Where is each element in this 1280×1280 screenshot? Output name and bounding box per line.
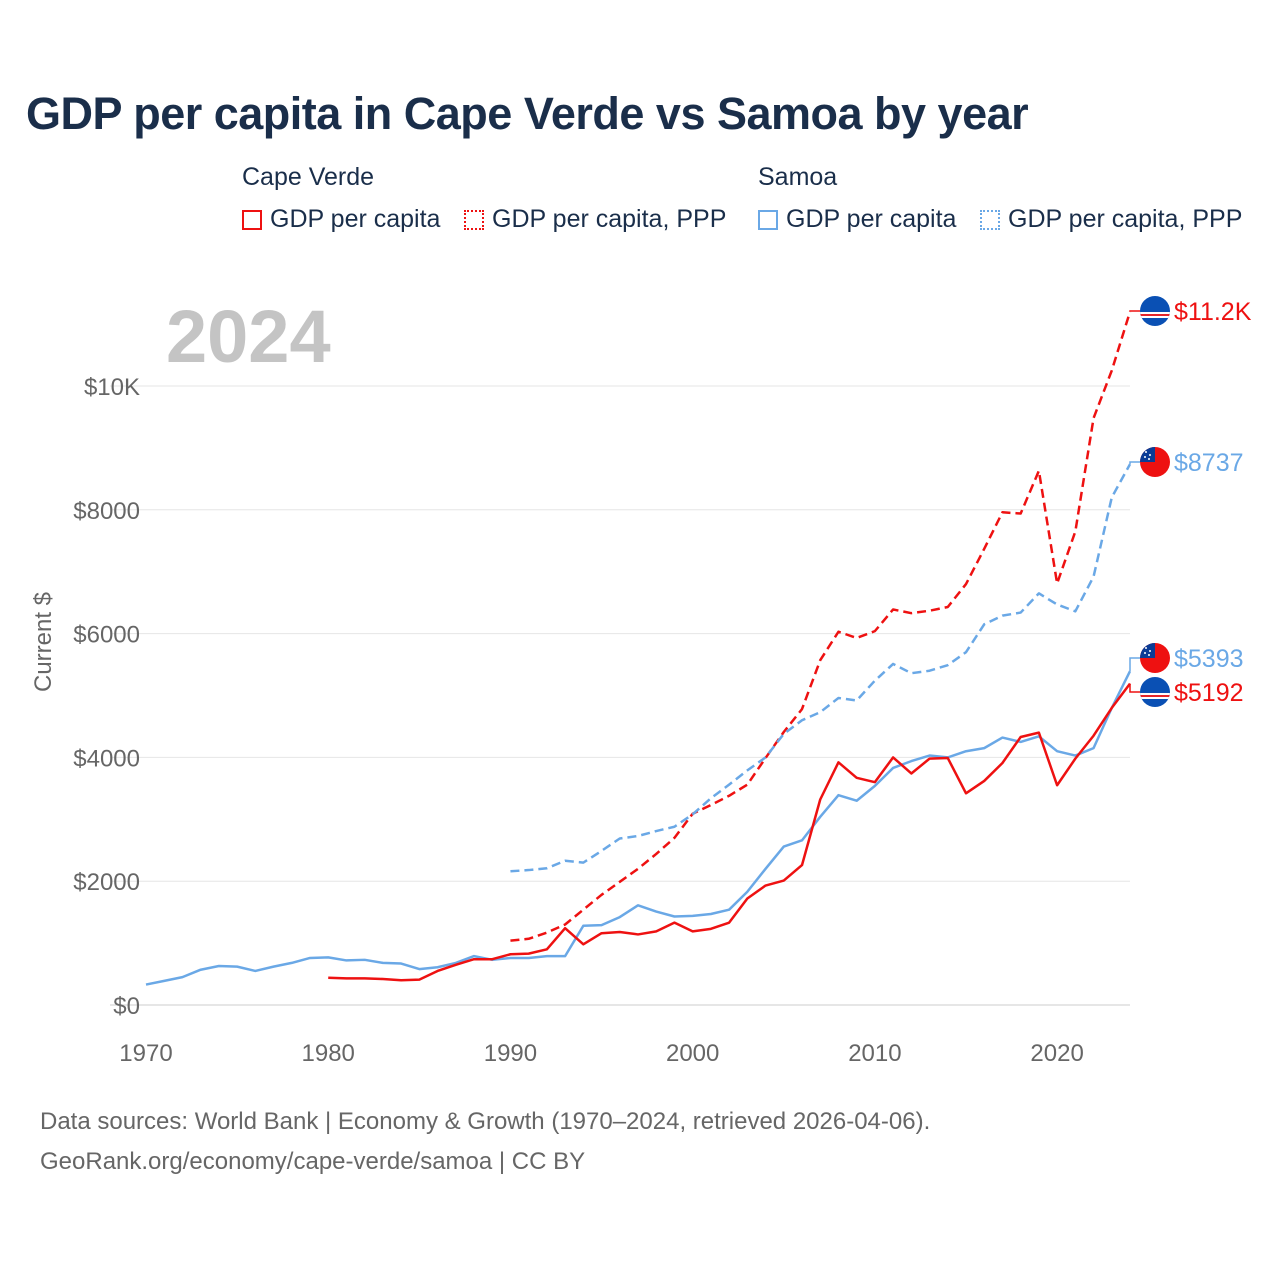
legend-cv-gdp[interactable]: GDP per capita	[242, 205, 440, 234]
flag-stripe	[1140, 314, 1170, 316]
flag-body	[1140, 447, 1170, 477]
flag-stripe	[1140, 695, 1170, 697]
flag-body	[1140, 296, 1170, 326]
y-tick-label: $8000	[73, 498, 140, 525]
series-line-cape-verde-gdp-per-capita	[328, 682, 1131, 982]
flag-star	[1144, 456, 1146, 458]
samoa-flag-icon	[1140, 643, 1170, 673]
legend-label: GDP per capita, PPP	[1008, 205, 1243, 233]
flag-star	[1145, 647, 1147, 649]
samoa-flag-icon	[1140, 447, 1170, 477]
legend-label: GDP per capita, PPP	[492, 205, 727, 233]
end-value-label: $5192	[1174, 679, 1244, 707]
legend-ws-ppp[interactable]: GDP per capita, PPP	[980, 205, 1242, 234]
legend-group-samoa: Samoa	[758, 163, 838, 191]
flag-star	[1144, 652, 1146, 654]
flag-body	[1140, 643, 1170, 673]
x-tick-label: 1980	[302, 1040, 355, 1067]
x-tick-label: 1990	[484, 1040, 537, 1067]
x-tick-label: 2000	[666, 1040, 719, 1067]
year-watermark: 2024	[166, 295, 331, 378]
cape-verde-flag-icon	[1140, 677, 1170, 707]
y-tick-label: $4000	[73, 745, 140, 772]
legend-ws-gdp[interactable]: GDP per capita	[758, 205, 956, 234]
label-connector	[1129, 461, 1140, 465]
cape-verde-flag-icon	[1140, 296, 1170, 326]
end-value-label: $11.2K	[1174, 298, 1252, 326]
footer-link[interactable]: GeoRank.org/economy/cape-verde/samoa | C…	[40, 1148, 586, 1175]
legend-cv-ppp[interactable]: GDP per capita, PPP	[464, 205, 726, 234]
x-tick-label: 2010	[848, 1040, 901, 1067]
legend-label: GDP per capita	[786, 205, 957, 233]
flag-field	[1140, 677, 1170, 707]
flag-star	[1145, 451, 1147, 453]
legend-group-cape-verde: Cape Verde	[242, 163, 375, 191]
y-tick-label: $0	[113, 993, 140, 1020]
label-connector	[1129, 657, 1140, 672]
flag-star	[1148, 458, 1150, 460]
y-tick-label: $6000	[73, 622, 140, 649]
solid-swatch-icon	[758, 209, 778, 230]
y-tick-label: $2000	[73, 869, 140, 896]
chart-title: GDP per capita in Cape Verde vs Samoa by…	[26, 88, 1029, 139]
flag-body	[1140, 677, 1170, 707]
x-tick-label: 1970	[119, 1040, 172, 1067]
end-value-label: $5393	[1174, 645, 1244, 673]
dotted-swatch-icon	[980, 209, 1000, 230]
y-axis-label: Current $	[30, 592, 57, 692]
x-tick-label: 2020	[1030, 1040, 1083, 1067]
label-connector	[1129, 683, 1140, 693]
legend-label: GDP per capita	[270, 205, 441, 233]
flag-star	[1148, 654, 1150, 656]
flag-canton	[1140, 447, 1155, 462]
series-line-cape-verde-gdp-per-capita-ppp	[510, 311, 1132, 942]
solid-swatch-icon	[242, 209, 262, 230]
flag-canton	[1140, 643, 1155, 658]
series-line-samoa-gdp-per-capita-ppp	[510, 463, 1132, 873]
label-connector	[1129, 310, 1140, 312]
dotted-swatch-icon	[464, 209, 484, 230]
series-line-samoa-gdp-per-capita	[145, 670, 1132, 986]
flag-field	[1140, 296, 1170, 326]
flag-star	[1149, 650, 1151, 652]
y-tick-label: $10K	[84, 374, 140, 401]
end-value-label: $8737	[1174, 449, 1244, 477]
flag-star	[1149, 454, 1151, 456]
footer-sources: Data sources: World Bank | Economy & Gro…	[40, 1108, 931, 1135]
